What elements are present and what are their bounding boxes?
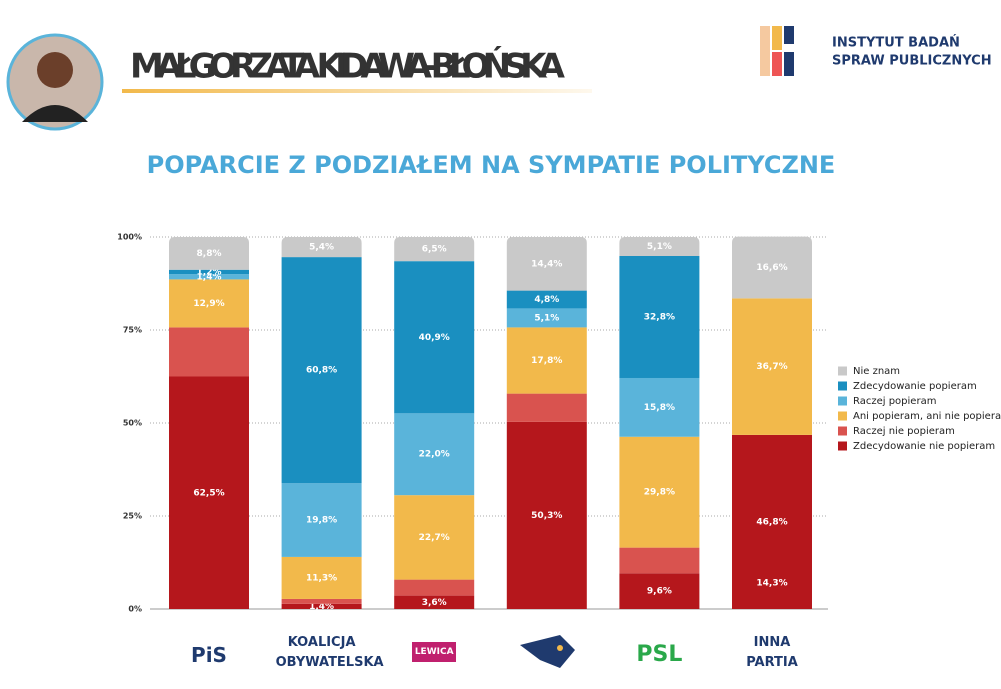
value-label: 46,8% [756,517,787,527]
bar-segment [619,547,700,574]
bar-segment [506,290,587,309]
value-label: 32,8% [644,312,675,322]
y-tick-label: 25% [123,512,142,521]
portrait-head [37,52,73,88]
bar-segment [732,236,812,299]
bar-segment [169,327,249,377]
bar-segment [506,327,587,394]
category-label: PSL [636,642,683,667]
bar-segment [732,298,812,435]
value-label: 16,6% [756,263,787,273]
value-label: 15,8% [644,403,675,413]
bar-segment [394,237,475,262]
value-label: 36,7% [756,362,787,372]
value-label: 14,4% [531,259,562,269]
value-label: 62,5% [193,488,224,498]
bar-segment [619,573,700,609]
logo-text: INSTYTUT BADAŃ [832,35,960,51]
bar-segment [281,257,362,484]
bar-segment [506,237,587,291]
legend-label: Raczej popieram [853,396,936,407]
value-label: 60,8% [306,366,337,376]
bar-segment [281,483,362,557]
legend-swatch [838,426,847,436]
legend-label: Zdecydowanie nie popieram [853,441,995,452]
bar-segment [732,434,812,609]
bar-segment [506,393,587,422]
bar-segment [619,377,700,437]
bar-segment [281,237,362,258]
value-label: 12,9% [193,299,224,309]
category-label: INNA PARTIA [746,635,798,670]
bar-segment [506,421,587,609]
value-label: 11,3% [306,573,337,583]
bar-segment [281,556,362,599]
value-label: 29,8% [644,488,675,498]
value-label: 1,4% [197,272,222,282]
page-title: MAŁGORZATA KIDAWA-BŁOŃSKA [130,46,566,87]
legend-swatch [838,441,847,451]
chart-title: POPARCIE Z PODZIAŁEM NA SYMPATIE POLITYC… [147,151,836,179]
y-tick-label: 50% [123,419,142,428]
legend-label: Nie znam [853,366,900,377]
value-label: 3,6% [422,598,447,608]
y-tick-label: 0% [128,605,142,614]
value-label: 22,0% [419,450,450,460]
bar-segment [169,269,249,275]
logo-mark [760,26,794,76]
y-tick-label: 100% [117,233,142,242]
bar-segment [394,261,475,414]
eagle-logo [520,635,575,668]
bar-segment [169,274,249,280]
value-label: 40,9% [419,333,450,343]
value-label: 1,2% [197,267,222,277]
legend-label: Zdecydowanie popieram [853,381,977,392]
bar-segment [506,308,587,328]
legend-label: Raczej nie popieram [853,426,955,437]
legend-label: Ani popieram, ani nie popieram [853,411,1001,422]
annotation: 14,3% [756,578,787,588]
category-label: PiS [191,643,227,667]
legend-swatch [838,381,847,391]
bar-segment [169,279,249,328]
value-label: 17,8% [531,356,562,366]
value-label: 5,4% [309,243,334,253]
legend-swatch [838,396,847,406]
logo-text: SPRAW PUBLICZNYCH [832,54,992,69]
value-label: 8,8% [197,249,222,259]
value-label: 22,7% [419,533,450,543]
bar-segment [281,603,362,609]
portrait-body [22,105,88,122]
value-label: 9,6% [647,587,672,597]
bar-segment [394,495,475,580]
legend-swatch [838,411,847,421]
bar-segment [394,595,475,609]
value-label: 50,3% [531,511,562,521]
bar-segment [619,436,700,548]
value-label: 5,1% [534,313,559,323]
y-tick-label: 75% [123,326,142,335]
legend-swatch [838,366,847,376]
value-label: 4,8% [534,295,559,305]
bar-segment [394,413,475,496]
bar-segment [169,376,249,609]
bar-segment [281,598,362,604]
value-label: 1,4% [309,602,334,612]
bar-segment [619,237,700,256]
bar-segment [169,237,249,270]
title-underline [122,89,592,93]
category-label: KOALICJA OBYWATELSKA [275,635,384,670]
value-label: 19,8% [306,516,337,526]
value-label: 6,5% [422,245,447,255]
bar-segment [394,579,475,596]
bar-segment [619,255,700,378]
category-label: LEWICA [412,642,457,662]
value-label: 5,1% [647,242,672,252]
